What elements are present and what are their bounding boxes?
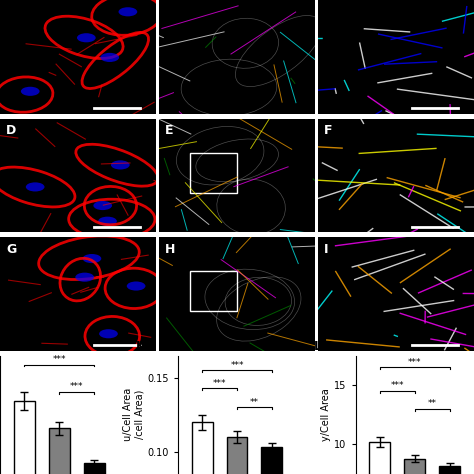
Bar (369, 442, 391, 474)
Bar (404, 459, 425, 474)
Text: ***: *** (70, 383, 83, 392)
Bar (191, 422, 213, 474)
Ellipse shape (118, 7, 137, 16)
Text: H: H (165, 243, 176, 255)
Text: L: L (314, 340, 322, 353)
Bar (83, 463, 105, 474)
Bar (14, 401, 35, 474)
Text: G: G (6, 243, 17, 255)
Ellipse shape (99, 329, 118, 338)
Ellipse shape (111, 160, 130, 170)
Y-axis label: y/Cell Area: y/Cell Area (321, 388, 331, 441)
Ellipse shape (26, 182, 45, 191)
Ellipse shape (127, 282, 146, 291)
Ellipse shape (93, 201, 112, 210)
Text: **: ** (250, 398, 259, 407)
Ellipse shape (98, 217, 117, 226)
Text: **: ** (428, 399, 437, 408)
Bar (190, 271, 237, 311)
Ellipse shape (21, 87, 39, 96)
Text: ***: *** (53, 355, 66, 364)
Text: D: D (6, 124, 17, 137)
Bar (261, 447, 283, 474)
Bar (190, 153, 237, 192)
Text: ***: *** (408, 358, 421, 367)
Bar (227, 437, 247, 474)
Text: K: K (137, 340, 146, 353)
Bar (439, 466, 460, 474)
Text: ***: *** (230, 361, 244, 370)
Text: ***: *** (213, 379, 226, 388)
Bar (49, 428, 70, 474)
Text: ***: *** (391, 382, 404, 391)
Y-axis label: u/Cell Area
/cell Area): u/Cell Area /cell Area) (123, 388, 145, 441)
Text: E: E (165, 124, 174, 137)
Text: F: F (324, 124, 333, 137)
Ellipse shape (82, 254, 101, 263)
Ellipse shape (75, 273, 94, 282)
Text: I: I (324, 243, 329, 255)
Ellipse shape (77, 33, 96, 42)
Ellipse shape (100, 53, 119, 62)
